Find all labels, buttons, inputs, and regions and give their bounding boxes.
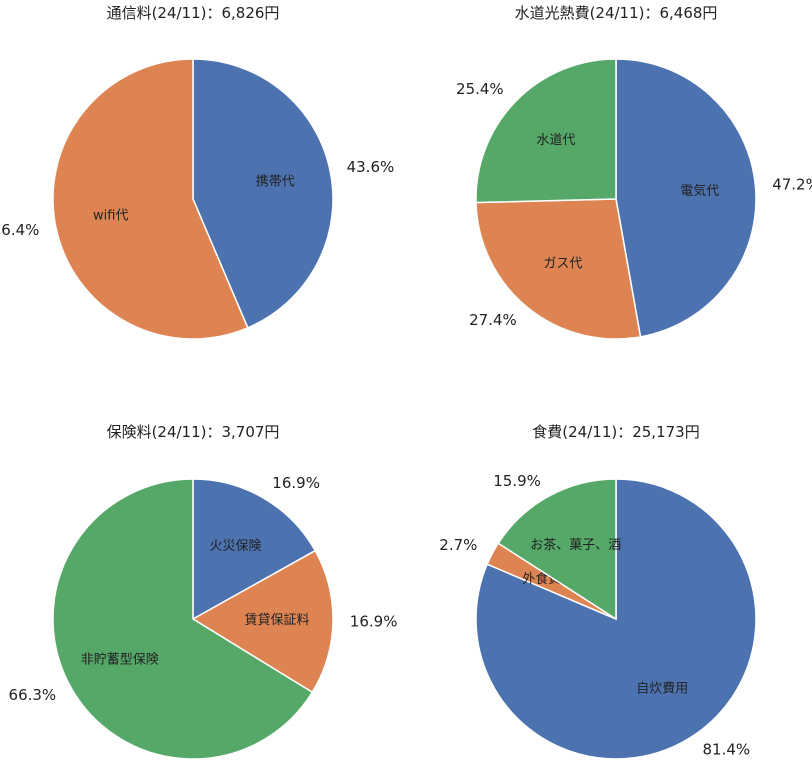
slice-label: ガス代: [543, 257, 582, 272]
slice-label: 自炊費用: [636, 682, 688, 697]
slice-label: 賃貸保証料: [244, 612, 309, 628]
slice-percent-label: 47.2%: [772, 176, 812, 194]
slice-label: 携帯代: [256, 174, 295, 190]
chart-title: 水道光熱費(24/11)：6,468円: [515, 4, 718, 22]
chart-title: 食費(24/11)：25,173円: [532, 423, 699, 441]
slice-percent-label: 43.6%: [347, 158, 395, 176]
pie-slice: [192, 478, 317, 621]
chart-title: 保険料(24/11)：3,707円: [107, 423, 280, 441]
pie-slice: [192, 58, 334, 329]
slice-percent-label: 27.4%: [469, 311, 517, 329]
slice-label: 火災保険: [209, 539, 261, 554]
slice-percent-label: 15.9%: [493, 472, 541, 490]
pie-slice: [52, 478, 314, 760]
slice-percent-label: 56.4%: [0, 221, 39, 239]
slice-percent-label: 16.9%: [272, 474, 320, 492]
slice-percent-label: 16.9%: [350, 613, 398, 631]
slice-label: お茶、菓子、酒: [530, 537, 621, 553]
slice-percent-label: 66.3%: [9, 686, 57, 704]
slice-percent-label: 25.4%: [456, 80, 504, 98]
pie-slice: [191, 549, 334, 694]
slice-label: 非貯蓄型保険: [81, 653, 159, 668]
pie-slice: [497, 478, 617, 621]
slice-label: wifi代: [93, 208, 128, 223]
pie-slice: [475, 58, 617, 204]
pie-slice: [52, 58, 249, 340]
slice-label: 水道代: [536, 133, 575, 148]
pie-slice: [475, 198, 642, 340]
slice-percent-label: 81.4%: [703, 740, 751, 758]
slice-label: 電気代: [680, 183, 719, 199]
slice-percent-label: 2.7%: [439, 536, 477, 554]
pie-slice: [615, 58, 757, 338]
chart-title: 通信料(24/11)：6,826円: [107, 4, 280, 22]
